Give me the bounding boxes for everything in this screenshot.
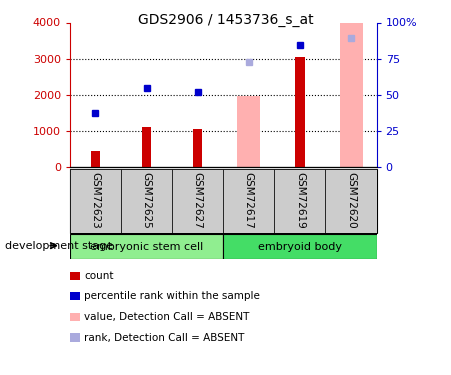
Bar <box>70 234 223 259</box>
Bar <box>91 151 100 167</box>
Bar <box>274 169 326 232</box>
Bar <box>193 129 202 167</box>
Text: GDS2906 / 1453736_s_at: GDS2906 / 1453736_s_at <box>138 13 313 27</box>
Text: embryoid body: embryoid body <box>258 242 342 252</box>
Bar <box>142 127 151 167</box>
Text: GSM72620: GSM72620 <box>346 172 356 229</box>
Text: GSM72617: GSM72617 <box>244 172 254 229</box>
Bar <box>340 22 363 167</box>
Bar <box>121 169 172 232</box>
Text: rank, Detection Call = ABSENT: rank, Detection Call = ABSENT <box>84 333 245 342</box>
Bar <box>223 234 377 259</box>
Text: GSM72623: GSM72623 <box>91 172 101 229</box>
Text: development stage: development stage <box>5 241 113 250</box>
Text: GSM72619: GSM72619 <box>295 172 305 229</box>
Text: count: count <box>84 271 114 280</box>
Text: value, Detection Call = ABSENT: value, Detection Call = ABSENT <box>84 312 250 322</box>
Text: embryonic stem cell: embryonic stem cell <box>90 242 203 252</box>
Bar <box>70 169 121 232</box>
Bar <box>326 169 377 232</box>
Bar <box>237 96 260 167</box>
Bar <box>295 57 304 167</box>
Text: percentile rank within the sample: percentile rank within the sample <box>84 291 260 301</box>
Text: GSM72625: GSM72625 <box>142 172 152 229</box>
Bar <box>172 169 223 232</box>
Bar <box>223 169 274 232</box>
Text: GSM72627: GSM72627 <box>193 172 202 229</box>
